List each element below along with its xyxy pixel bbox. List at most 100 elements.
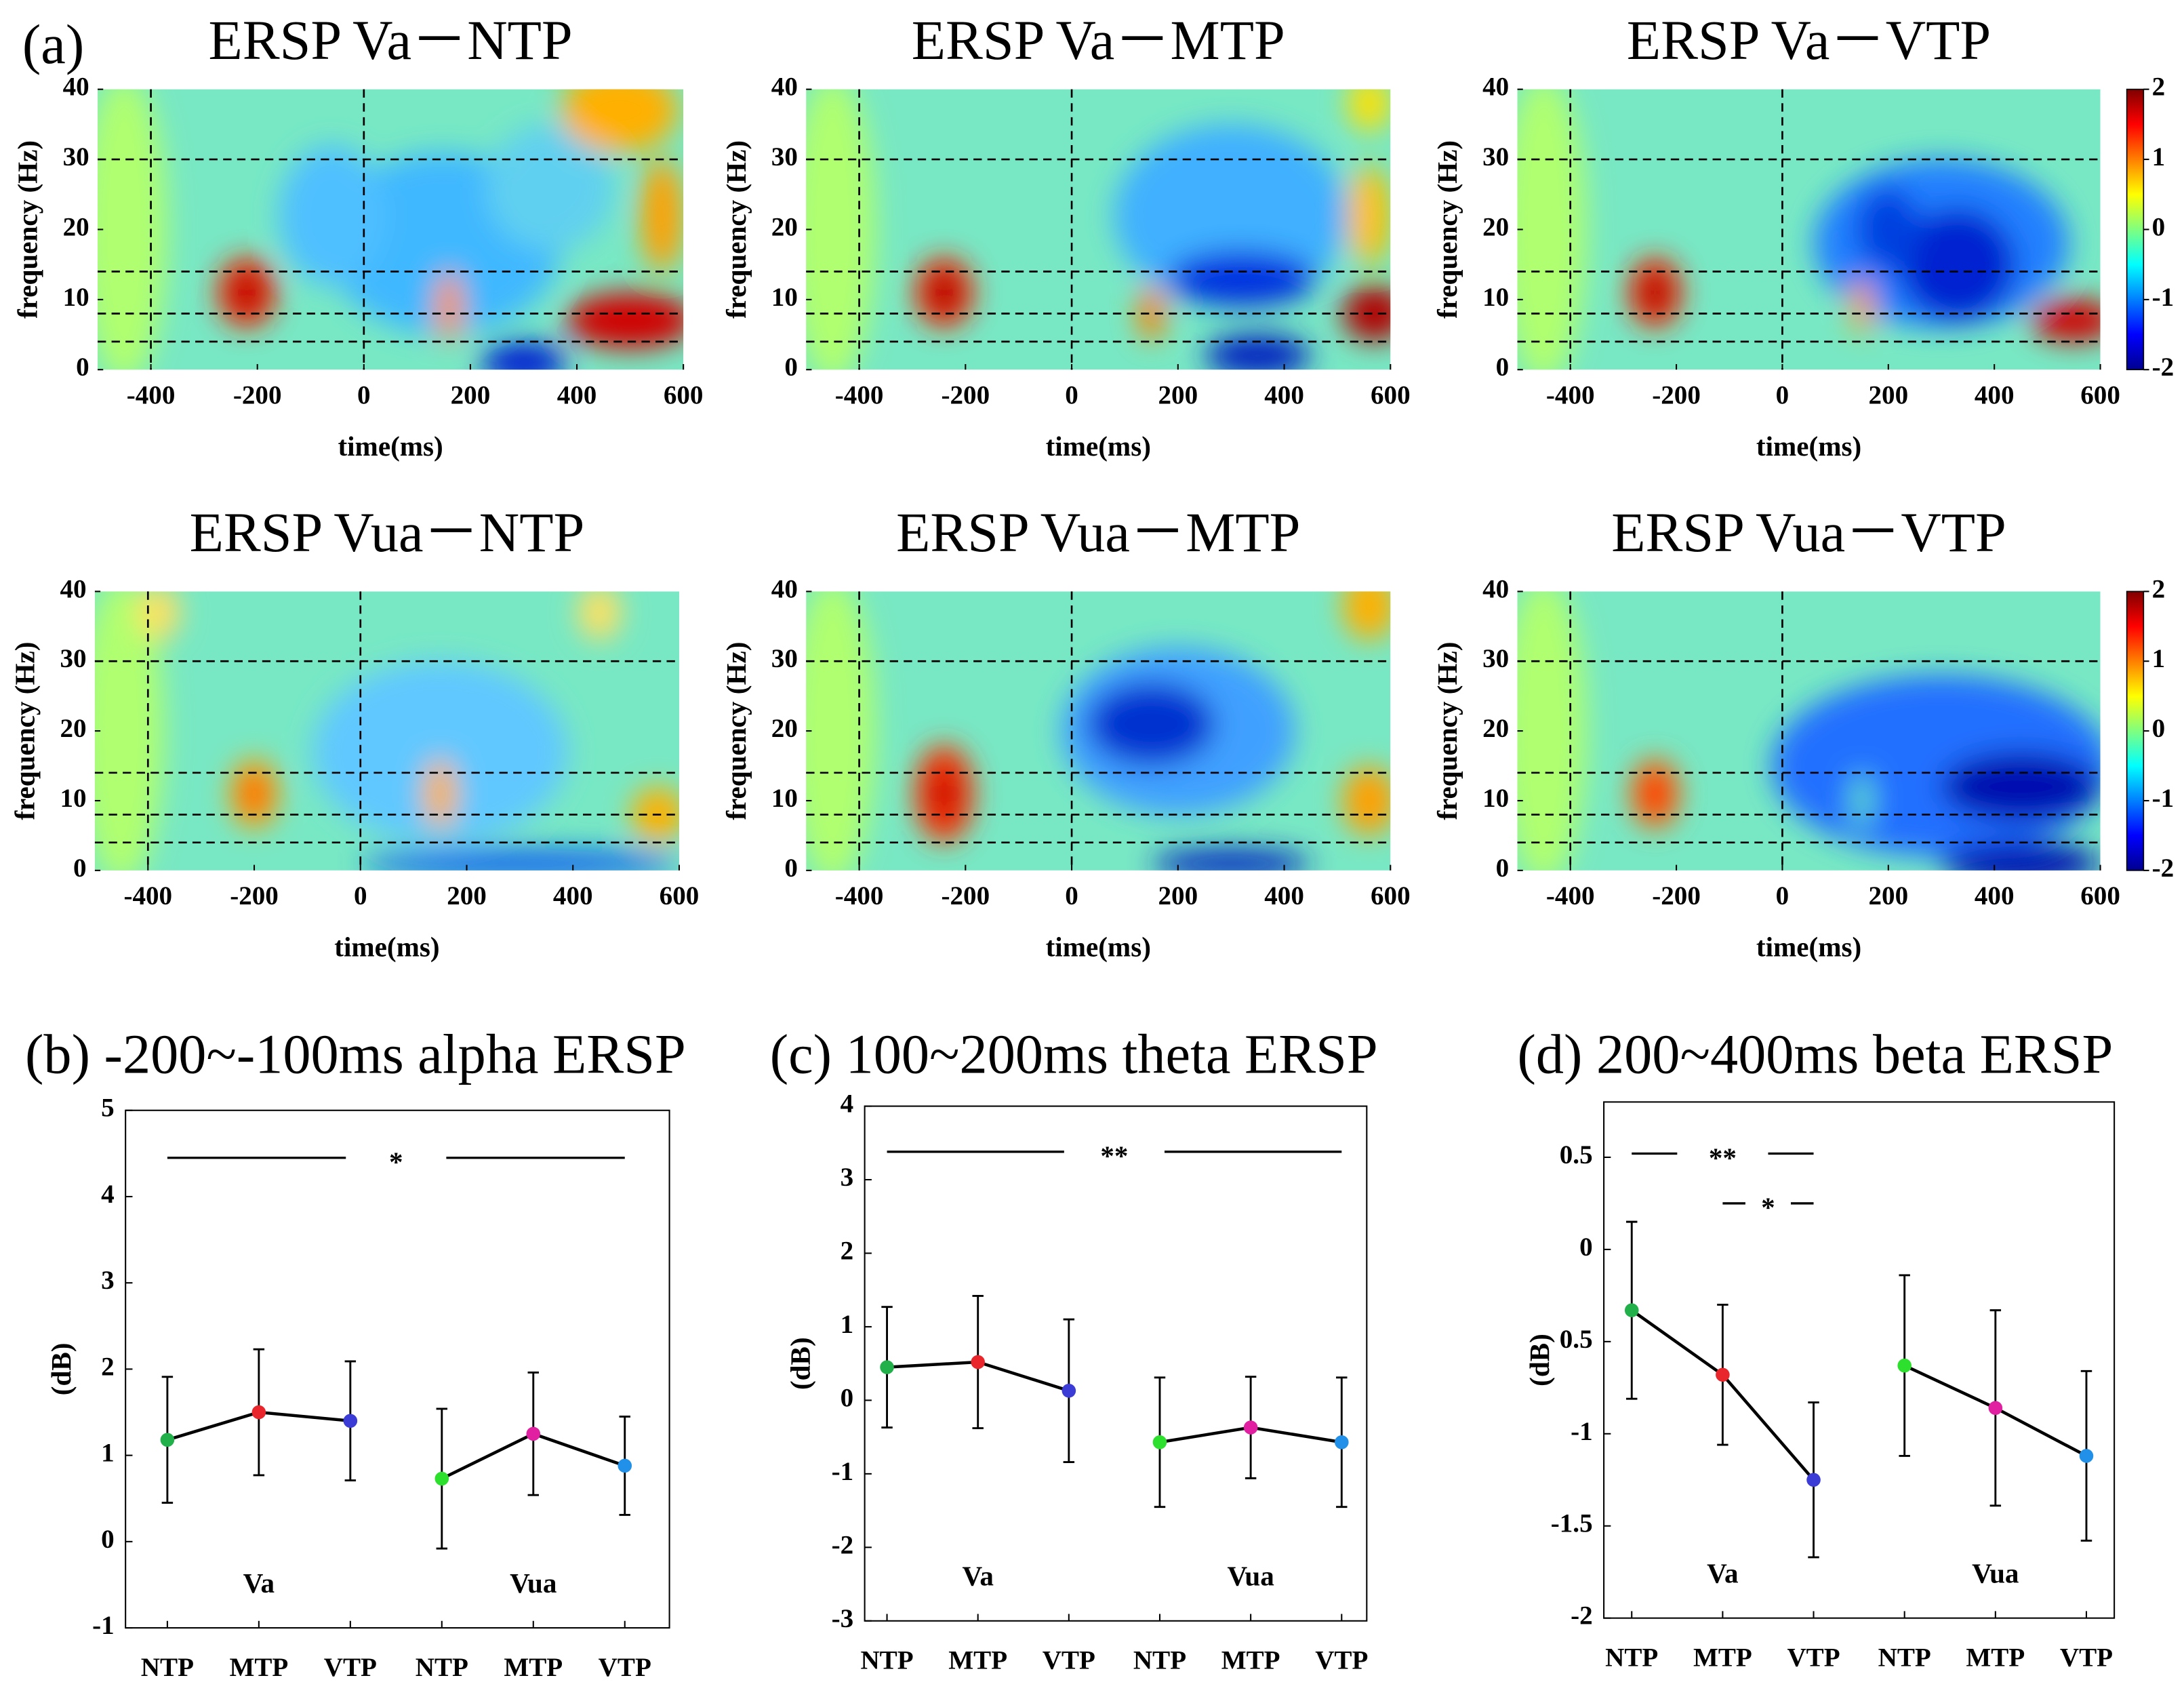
data-point — [160, 1433, 175, 1447]
heatmap-blob — [1851, 278, 1873, 335]
heatmap-blob — [806, 591, 876, 871]
heatmap-blob — [2031, 299, 2101, 342]
y-tick-label: -3 — [832, 1604, 854, 1633]
y-tick-label: 0 — [1579, 1233, 1593, 1262]
data-point — [1897, 1358, 1912, 1373]
x-tick-label: -400 — [835, 380, 884, 409]
significance-label: ** — [1100, 1140, 1128, 1172]
data-point — [1061, 1384, 1076, 1398]
x-tick-label: -400 — [123, 881, 172, 911]
x-tick-label: 200 — [1869, 881, 1909, 911]
colorbar-tick-label: 1 — [2152, 142, 2166, 172]
chart-title: ERSP Va－MTP — [912, 9, 1285, 71]
y-tick-label: 10 — [1482, 283, 1509, 312]
group-label: Vua — [1972, 1557, 2019, 1588]
heatmap-blob — [1941, 751, 2101, 822]
y-tick-label: 20 — [1482, 714, 1509, 743]
heatmap-texture — [98, 89, 684, 370]
heatmap-blob — [1642, 772, 1669, 815]
x-axis-label: time(ms) — [1756, 431, 1861, 462]
x-tick-label: 400 — [553, 881, 593, 911]
heatmap-field — [806, 89, 1391, 370]
heatmap-blob — [241, 772, 268, 815]
y-tick-label: 0 — [73, 854, 87, 883]
x-tick-label: 0 — [1065, 881, 1078, 911]
heatmap-blob — [1941, 842, 2101, 871]
data-point — [971, 1355, 985, 1370]
heatmap-blob — [1856, 187, 1920, 272]
y-axis-label: frequency (Hz) — [721, 642, 752, 820]
x-tick-label: 0 — [1065, 380, 1078, 409]
data-point — [2079, 1449, 2094, 1463]
heatmap-blob — [561, 89, 679, 153]
heatmap-field — [98, 89, 684, 370]
chart-title: ERSP Vua－VTP — [1611, 502, 2006, 563]
y-tick-label: 10 — [1482, 784, 1509, 813]
heatmap-blob — [1517, 591, 1587, 871]
heatmap-blob — [1342, 591, 1391, 641]
y-tick-label: 30 — [1482, 142, 1509, 172]
y-tick-label: 40 — [771, 73, 798, 102]
x-tick-label: -200 — [233, 380, 282, 409]
y-tick-label: 4 — [101, 1180, 115, 1209]
y-axis-label: (dB) — [45, 1343, 77, 1396]
x-tick-label: 600 — [2080, 881, 2120, 911]
y-tick-label: 0.5 — [1560, 1140, 1593, 1170]
heatmap-blob — [1138, 285, 1165, 342]
heatmap-field — [1517, 89, 2101, 370]
x-tick-label: 200 — [1158, 380, 1198, 409]
y-axis-label: (dB) — [1524, 1334, 1556, 1386]
group-label: Va — [1707, 1557, 1739, 1588]
x-tick-label: MTP — [504, 1653, 563, 1682]
significance-label: * — [389, 1146, 403, 1177]
colorbar-tick-label: -1 — [2152, 784, 2175, 813]
heatmap-blob — [279, 145, 386, 286]
significance-label: ** — [1709, 1142, 1737, 1173]
heatmap-blob — [435, 271, 463, 342]
y-tick-label: 1 — [841, 1310, 854, 1339]
y-tick-label: 30 — [771, 644, 798, 673]
x-tick-label: -200 — [942, 881, 990, 911]
x-tick-label: 0 — [1776, 881, 1789, 911]
data-point — [434, 1471, 449, 1486]
x-tick-label: MTP — [229, 1653, 288, 1682]
heatmap-blob — [424, 759, 456, 829]
x-tick-label: 400 — [557, 380, 597, 409]
y-tick-label: 40 — [1482, 73, 1509, 102]
x-tick-label: VTP — [599, 1653, 651, 1682]
x-tick-label: 600 — [664, 380, 704, 409]
heatmap-blob — [231, 271, 262, 314]
y-axis-label: frequency (Hz) — [12, 140, 44, 319]
heatmap-field — [806, 591, 1391, 871]
heatmap-blob — [1342, 765, 1391, 836]
colorbar — [2126, 591, 2145, 871]
group-label: Va — [243, 1567, 275, 1599]
x-tick-label: -200 — [1652, 380, 1701, 409]
colorbar-tick-label: -1 — [2152, 283, 2175, 312]
y-tick-label: 10 — [63, 283, 89, 312]
heatmap-blob — [1167, 250, 1316, 307]
x-tick-label: 600 — [660, 881, 700, 911]
y-tick-label: 0 — [1496, 854, 1510, 883]
heatmap-blob — [806, 89, 876, 370]
heatmap-blob — [312, 661, 568, 843]
chart-title: ERSP Vua－MTP — [896, 502, 1300, 563]
y-tick-label: 1 — [101, 1439, 115, 1468]
x-tick-label: 400 — [1264, 881, 1304, 911]
data-point — [1988, 1401, 2003, 1416]
x-tick-label: NTP — [1878, 1643, 1931, 1672]
x-tick-label: 600 — [1371, 881, 1411, 911]
y-axis-label: frequency (Hz) — [9, 642, 41, 820]
y-tick-label: 20 — [1482, 212, 1509, 241]
y-tick-label: -1 — [92, 1611, 115, 1640]
colorbar-tick-label: 1 — [2152, 644, 2166, 673]
heatmap-blob — [1642, 271, 1669, 314]
colorbar-tick-label: -2 — [2152, 353, 2175, 382]
x-tick-label: NTP — [1133, 1645, 1186, 1675]
x-tick-label: -200 — [942, 380, 990, 409]
x-tick-label: -200 — [230, 881, 279, 911]
y-tick-label: 2 — [841, 1236, 854, 1265]
x-tick-label: -400 — [1546, 881, 1595, 911]
x-tick-label: 200 — [447, 881, 487, 911]
heatmap-blob — [1899, 208, 2016, 321]
